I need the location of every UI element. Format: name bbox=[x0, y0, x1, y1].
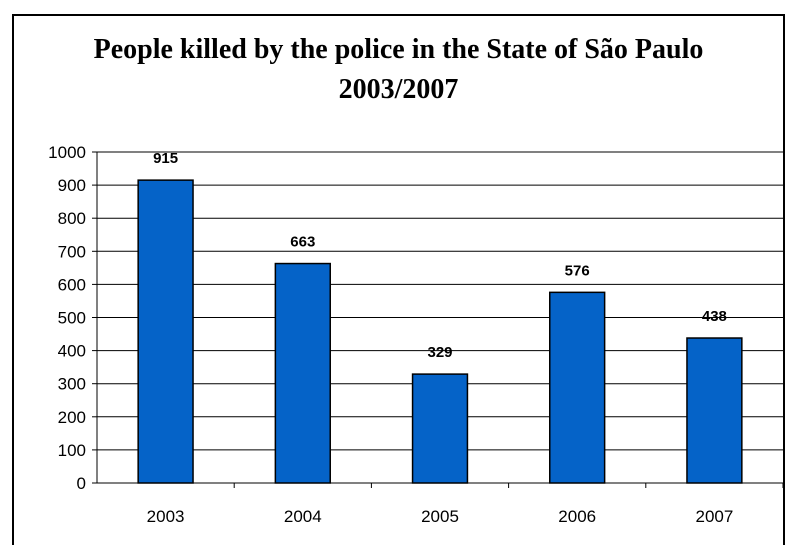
y-tick-label: 1000 bbox=[48, 143, 86, 162]
chart-frame bbox=[12, 14, 785, 545]
bars bbox=[137, 179, 743, 484]
y-tick-label: 900 bbox=[58, 176, 86, 195]
bar bbox=[549, 291, 606, 484]
data-label: 438 bbox=[702, 308, 727, 325]
bar bbox=[411, 373, 469, 484]
x-tick-label: 2007 bbox=[695, 507, 733, 526]
chart-title-line-2: 2003/2007 bbox=[338, 74, 459, 105]
y-tick-label: 600 bbox=[58, 275, 86, 294]
y-tick-label: 700 bbox=[58, 242, 86, 261]
x-tick-label: 2005 bbox=[421, 507, 459, 526]
bar bbox=[274, 262, 331, 484]
y-tick-label: 400 bbox=[58, 342, 86, 361]
y-tick-label: 300 bbox=[58, 375, 86, 394]
y-tick-label: 800 bbox=[58, 209, 86, 228]
tick-labels: 0 100 200 300 400 500 600 700 800 900 1000 2003 2004… bbox=[48, 143, 733, 526]
y-tick-label: 0 bbox=[77, 474, 86, 493]
y-tick-label: 200 bbox=[58, 408, 86, 427]
data-label: 576 bbox=[565, 262, 590, 279]
bar bbox=[686, 337, 743, 484]
x-tick-label: 2003 bbox=[147, 507, 185, 526]
chart-title: People killed by the police in the State… bbox=[12, 30, 785, 110]
data-label: 915 bbox=[153, 150, 178, 167]
y-tick-label: 500 bbox=[58, 309, 86, 328]
data-label: 329 bbox=[427, 344, 452, 361]
x-tick-label: 2004 bbox=[284, 507, 322, 526]
gridlines bbox=[97, 151, 783, 451]
x-tick-label: 2006 bbox=[558, 507, 596, 526]
y-tick-label: 100 bbox=[58, 441, 86, 460]
bar bbox=[137, 179, 194, 484]
chart-title-line-1: People killed by the police in the State… bbox=[93, 34, 704, 65]
data-label: 663 bbox=[290, 234, 315, 251]
data-labels: 915 663 329 576 438 bbox=[153, 150, 727, 361]
